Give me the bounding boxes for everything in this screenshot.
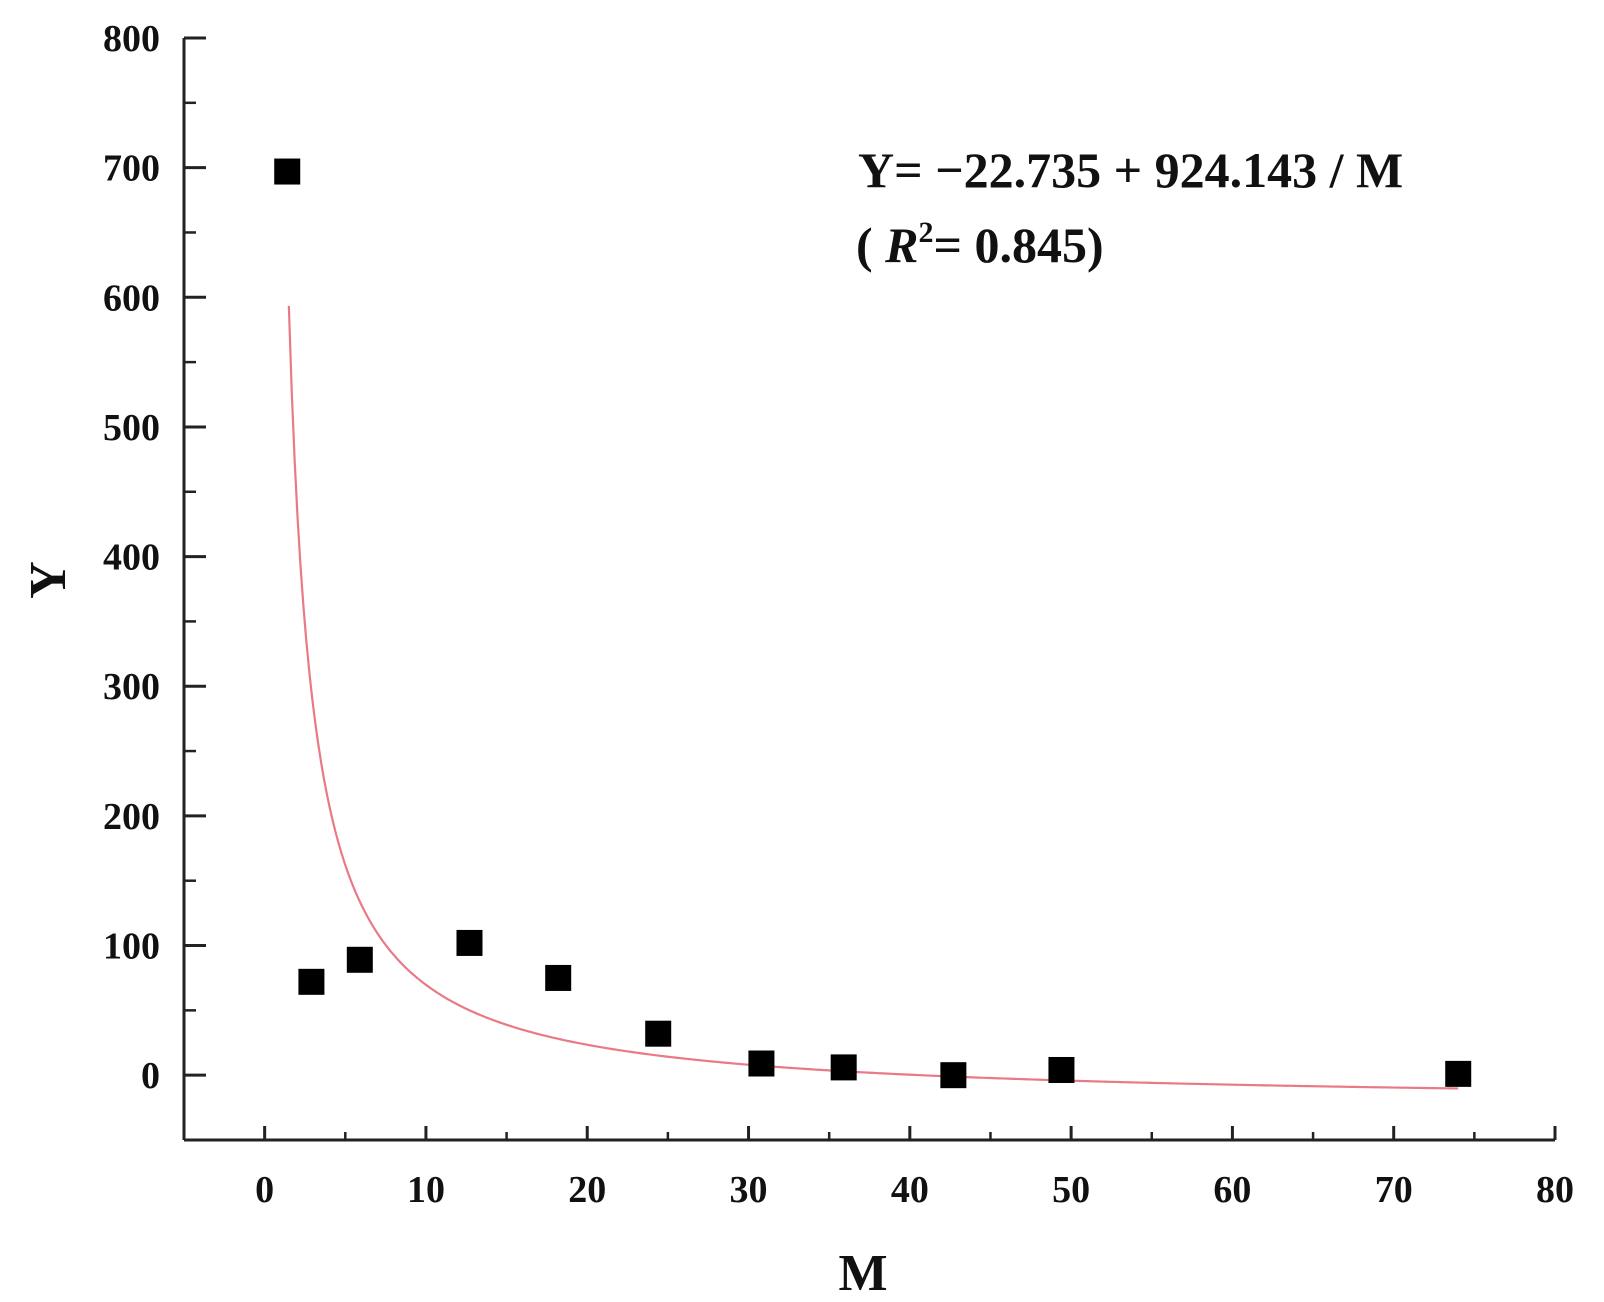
x-tick-label: 60 — [1213, 1169, 1251, 1211]
x-tick-label: 30 — [730, 1169, 768, 1211]
x-tick-label: 10 — [407, 1169, 445, 1211]
data-point — [940, 1062, 967, 1089]
x-tick-label: 50 — [1052, 1169, 1090, 1211]
data-point — [274, 158, 301, 185]
y-tick-label: 800 — [103, 18, 160, 60]
tick-labels: 0 10 20 30 40 50 60 70 8001002003004005006007008… — [103, 18, 1574, 1211]
x-axis-title: M — [838, 1245, 887, 1302]
data-point — [298, 968, 325, 995]
r-squared-value: = 0.845) — [934, 217, 1104, 273]
y-tick-label: 200 — [103, 796, 160, 838]
data-point — [830, 1054, 857, 1081]
y-tick-label: 700 — [103, 148, 160, 190]
fit-equation: Y= −22.735 + 924.143 / M — [858, 142, 1403, 198]
x-tick-label: 20 — [568, 1169, 606, 1211]
y-tick-label: 400 — [103, 537, 160, 579]
data-point — [545, 964, 572, 991]
data-point — [1048, 1056, 1075, 1083]
r-squared: ( R2= 0.845) — [856, 216, 1104, 273]
data-point — [346, 946, 373, 973]
y-axis-title: Y — [20, 561, 77, 599]
data-point — [1445, 1060, 1472, 1087]
r-squared-symbol: R — [884, 217, 918, 273]
data-point — [748, 1050, 775, 1077]
y-tick-label: 600 — [103, 277, 160, 319]
x-tick-label: 0 — [255, 1169, 274, 1211]
r-squared-open: ( — [856, 217, 885, 273]
data-point — [645, 1020, 672, 1047]
x-tick-label: 40 — [891, 1169, 929, 1211]
x-tick-label: 70 — [1375, 1169, 1413, 1211]
y-tick-label: 500 — [103, 407, 160, 449]
data-point — [456, 929, 483, 956]
y-tick-label: 300 — [103, 666, 160, 708]
r-squared-exponent: 2 — [919, 216, 934, 249]
axes — [182, 38, 1555, 1142]
x-tick-label: 80 — [1536, 1169, 1574, 1211]
ticks — [184, 36, 1557, 1140]
data-points — [274, 158, 1472, 1089]
y-tick-label: 100 — [103, 926, 160, 968]
y-tick-label: 0 — [141, 1055, 160, 1097]
fit-curve — [287, 305, 1459, 1090]
